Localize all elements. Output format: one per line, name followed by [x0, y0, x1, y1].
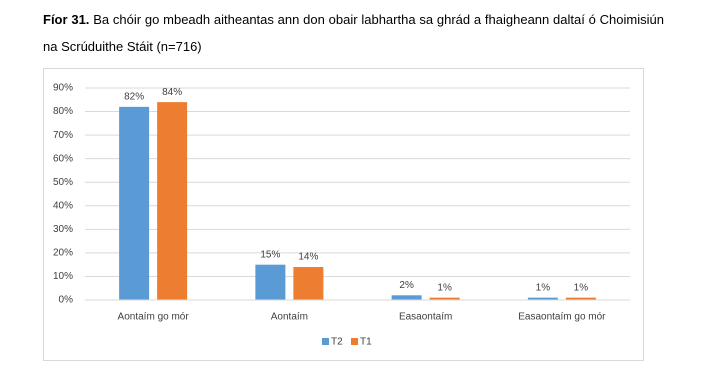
y-tick-label: 70%	[53, 130, 73, 141]
caption: Fíor 31. Ba chóir go mbeadh aitheantas a…	[43, 6, 664, 60]
value-label: 2%	[399, 280, 414, 291]
x-tick-label: Aontaím	[271, 312, 308, 323]
y-tick-label: 50%	[53, 177, 73, 188]
x-tick-label: Easaontaím	[399, 312, 452, 323]
chart-frame	[43, 68, 644, 361]
bar	[429, 297, 460, 300]
legend-swatch	[351, 338, 358, 345]
y-tick-label: 10%	[53, 271, 73, 282]
chart-title: Ba chóir go mbeadh aitheantas ann don ob…	[43, 12, 664, 54]
legend-swatch	[322, 338, 329, 345]
y-tick-label: 40%	[53, 200, 73, 211]
y-tick-label: 90%	[53, 83, 73, 94]
bar	[565, 297, 596, 300]
bar	[119, 106, 150, 300]
bar	[391, 295, 422, 300]
value-label: 1%	[536, 282, 551, 293]
value-label: 82%	[124, 91, 144, 102]
bar	[527, 297, 558, 300]
bar	[255, 264, 286, 300]
x-tick-label: Aontaím go mór	[118, 312, 190, 323]
value-label: 84%	[162, 87, 182, 98]
y-tick-label: 80%	[53, 106, 73, 117]
y-tick-label: 30%	[53, 224, 73, 235]
value-label: 14%	[298, 252, 318, 263]
value-label: 1%	[437, 282, 452, 293]
value-label: 1%	[574, 282, 589, 293]
legend-label: T2	[331, 337, 343, 348]
y-tick-label: 0%	[59, 295, 74, 306]
value-label: 15%	[260, 249, 280, 260]
figure-label: Fíor 31.	[43, 12, 90, 27]
y-tick-label: 60%	[53, 153, 73, 164]
legend-label: T1	[360, 337, 372, 348]
bar	[157, 102, 188, 300]
y-tick-label: 20%	[53, 248, 73, 259]
x-tick-label: Easaontaím go mór	[518, 312, 606, 323]
bar	[293, 267, 324, 300]
